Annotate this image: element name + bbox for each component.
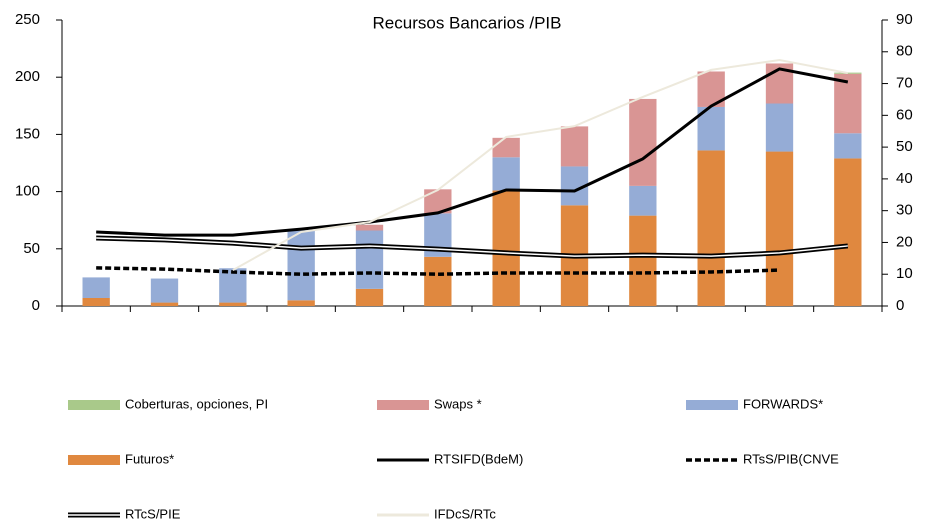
y-tick-label: 150 [15, 125, 40, 142]
y2-tick-label: 70 [896, 75, 913, 92]
legend-label: Swaps * [434, 396, 482, 411]
bar-segment [492, 137, 520, 158]
bar-segment [629, 185, 657, 216]
chart-title: Recursos Bancarios /PIB [373, 13, 562, 32]
legend-label: Coberturas, opciones, PI [125, 396, 268, 411]
y-tick-label: 0 [32, 297, 40, 314]
legend-label: RTsS/PIB(CNVE [743, 451, 839, 466]
y-tick-label: 100 [15, 183, 40, 200]
bar-segment [150, 302, 179, 306]
bar-segment [492, 190, 520, 306]
y2-tick-label: 90 [896, 11, 913, 28]
legend-label: Futuros* [125, 451, 174, 466]
line-series [96, 266, 780, 276]
bar-segment [82, 297, 110, 306]
bar-segment [834, 158, 862, 306]
bar-segment [834, 73, 862, 134]
line-series [96, 235, 849, 259]
bar-segment [150, 278, 179, 303]
y2-tick-label: 60 [896, 106, 913, 123]
bar-segment [834, 133, 862, 159]
bar-segment [355, 230, 384, 289]
legend-swatch [68, 455, 120, 465]
legend-swatch [377, 400, 429, 410]
legend-label: RTcS/PIE [125, 506, 181, 521]
bar-segment [697, 150, 725, 306]
y-tick-label: 50 [23, 240, 40, 257]
bar-segment [834, 72, 862, 74]
bar-segment [355, 288, 384, 306]
bar-segment [765, 103, 794, 152]
y2-tick-label: 80 [896, 43, 913, 60]
bar-segment [287, 300, 315, 306]
y2-tick-label: 20 [896, 233, 913, 250]
y2-tick-label: 40 [896, 170, 913, 187]
bar-segment [629, 98, 657, 186]
legend-label: IFDcS/RTc [434, 506, 496, 521]
bar-segment [424, 256, 452, 306]
bar-segment [355, 224, 384, 231]
bar-segment [219, 302, 247, 306]
bar-segment [629, 215, 657, 306]
y2-tick-label: 0 [896, 297, 904, 314]
line-series [96, 67, 849, 237]
y2-tick-label: 30 [896, 202, 913, 219]
bar-segment [765, 151, 794, 306]
legend-swatch [68, 400, 120, 410]
bar-segment [287, 229, 315, 301]
y-tick-label: 200 [15, 68, 40, 85]
bar-segment [560, 126, 589, 167]
bar-segment [492, 157, 520, 191]
legend-swatch [686, 400, 738, 410]
y-tick-label: 250 [15, 11, 40, 28]
legend-label: RTSIFD(BdeM) [434, 451, 523, 466]
bar-segment [82, 277, 110, 298]
legend-label: FORWARDS* [743, 396, 823, 411]
y2-tick-label: 10 [896, 265, 913, 282]
y2-tick-label: 50 [896, 138, 913, 155]
line-series [232, 59, 849, 271]
line-series-inner [96, 237, 848, 257]
